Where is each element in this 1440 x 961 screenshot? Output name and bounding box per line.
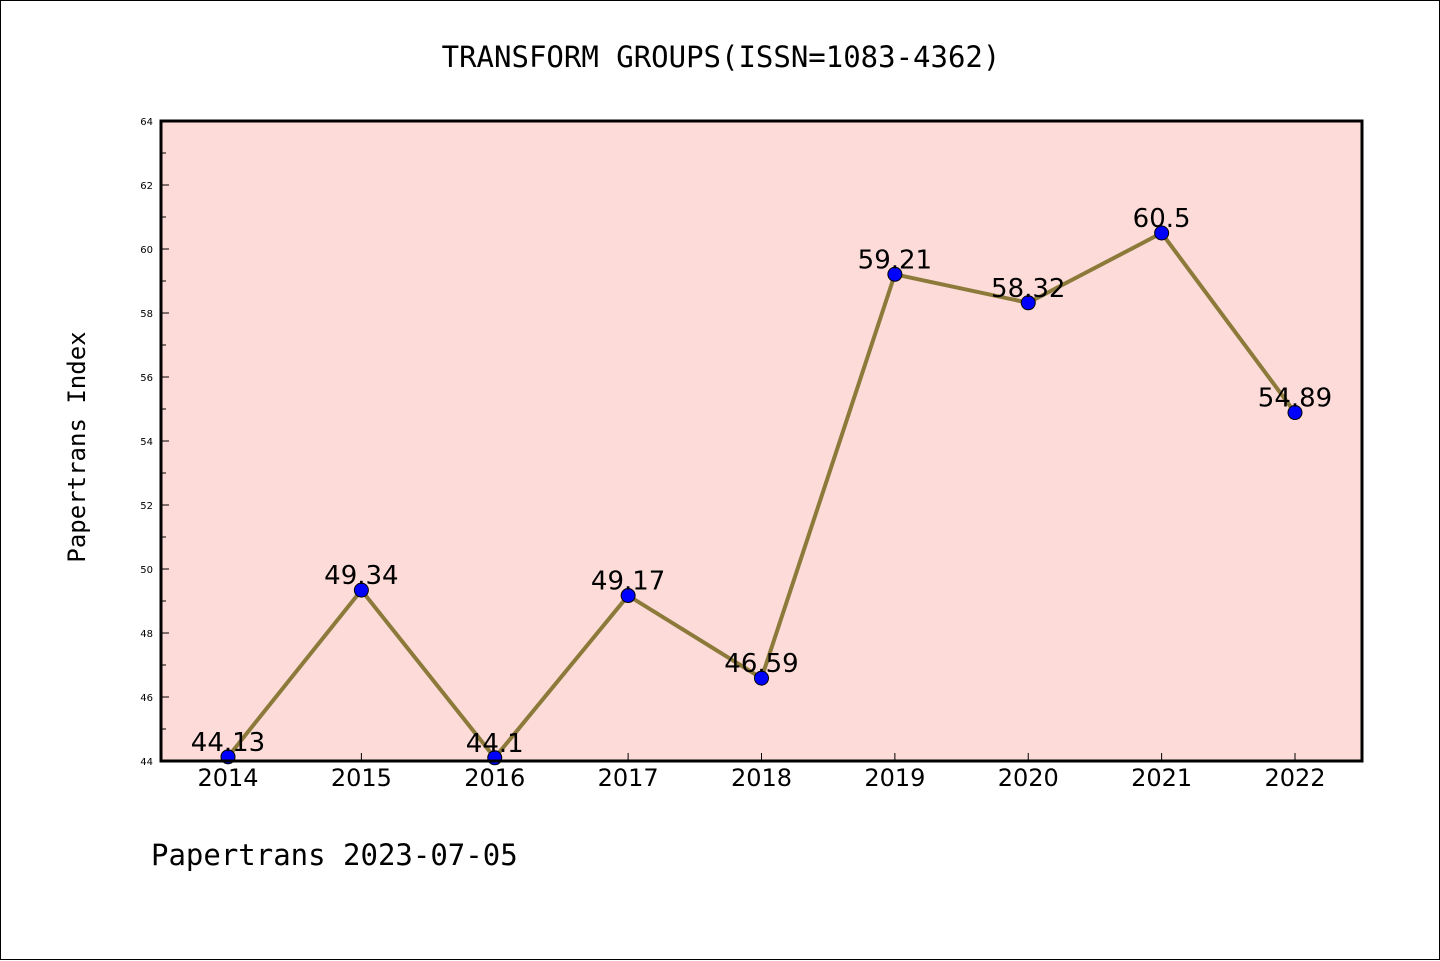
- data-point: [754, 670, 769, 686]
- y-tick-label: 46: [140, 693, 153, 704]
- data-label: 60.5: [1133, 204, 1191, 234]
- x-tick-label: 2015: [331, 764, 392, 792]
- data-label: 49.17: [591, 567, 665, 597]
- y-axis-label: Papertrans Index: [63, 331, 91, 562]
- data-label: 49.34: [324, 561, 398, 591]
- y-tick-label: 62: [140, 181, 153, 192]
- x-tick-label: 2020: [998, 764, 1059, 792]
- y-tick-label: 58: [140, 309, 153, 320]
- data-point: [620, 588, 636, 604]
- data-label: 44.1: [466, 729, 524, 759]
- series-layer: [220, 225, 1303, 766]
- data-label: 58.32: [991, 274, 1065, 304]
- axis-ticks: 44 46 48 50 52 54 56 58 60 62 64 2014 2015 2016 2017 20…: [140, 117, 1325, 792]
- y-tick-label: 44: [140, 757, 153, 768]
- data-label: 44.13: [191, 728, 265, 758]
- data-labels: 44.13 49.34 44.1 49.17 46.59 59.21 58.32 60.5 54…: [191, 204, 1332, 759]
- x-tick-label: 2016: [464, 764, 525, 792]
- x-tick-label: 2017: [598, 764, 659, 792]
- data-label: 54.89: [1258, 384, 1332, 414]
- plot-border: [159, 119, 1364, 763]
- data-point: [1154, 225, 1170, 241]
- data-label: 46.59: [724, 649, 798, 679]
- x-tick-label: 2018: [731, 764, 792, 792]
- y-tick-label: 64: [140, 117, 153, 128]
- data-point: [1287, 405, 1303, 421]
- x-tick-label: 2021: [1131, 764, 1192, 792]
- x-tick-label: 2014: [197, 764, 258, 792]
- y-tick-label: 54: [140, 437, 153, 448]
- chart-title: TRANSFORM GROUPS(ISSN=1083-4362): [442, 40, 1001, 74]
- y-tick-label: 60: [140, 245, 153, 256]
- data-label: 59.21: [858, 245, 932, 275]
- data-point: [353, 582, 369, 598]
- y-tick-label: 48: [140, 629, 153, 640]
- data-point: [887, 266, 903, 282]
- footer-date-label: Papertrans 2023-07-05: [151, 838, 518, 872]
- y-tick-label: 56: [140, 373, 153, 384]
- x-tick-label: 2022: [1264, 764, 1325, 792]
- y-tick-label: 52: [140, 501, 153, 512]
- y-tick-label: 50: [140, 565, 153, 576]
- data-point: [1020, 295, 1036, 311]
- x-tick-label: 2019: [864, 764, 925, 792]
